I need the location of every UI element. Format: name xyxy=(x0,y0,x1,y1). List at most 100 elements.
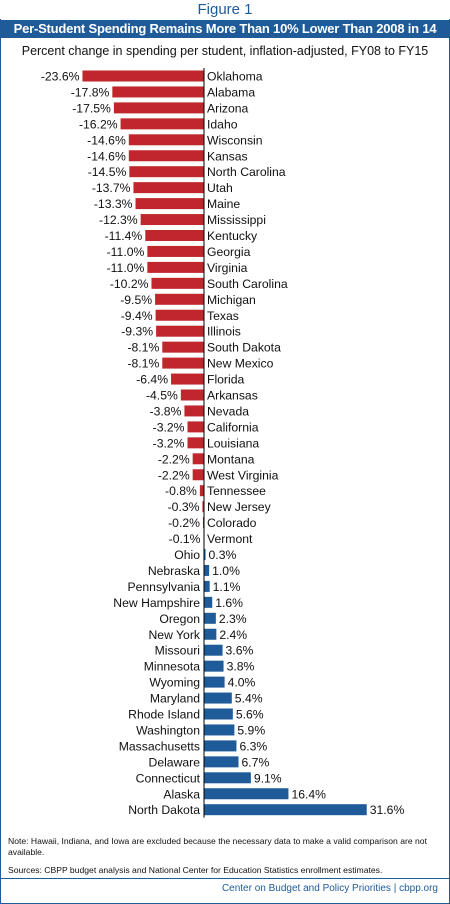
category-label: Alaska xyxy=(163,787,200,801)
bar-washington xyxy=(204,724,235,736)
data-label: -2.2% xyxy=(158,452,190,466)
category-label: Kansas xyxy=(207,149,248,163)
data-label: 1.6% xyxy=(215,596,243,610)
bar-connecticut xyxy=(204,772,251,784)
data-label: -8.1% xyxy=(127,357,159,371)
category-label: Missouri xyxy=(155,644,200,658)
data-label: 2.3% xyxy=(219,612,247,626)
data-label: -11.4% xyxy=(105,229,143,243)
category-label: Texas xyxy=(207,309,239,323)
bar-rhode-island xyxy=(204,708,233,720)
category-label: Idaho xyxy=(207,117,238,131)
data-label: -11.0% xyxy=(107,245,145,259)
data-label: -3.2% xyxy=(153,420,185,434)
category-label: Virginia xyxy=(207,261,248,275)
category-label: Connecticut xyxy=(136,771,201,785)
data-label: -3.2% xyxy=(153,436,185,450)
category-label: North Carolina xyxy=(207,165,286,179)
bar-new-mexico xyxy=(162,357,204,369)
data-label: 3.6% xyxy=(226,644,254,658)
category-label: Kentucky xyxy=(207,229,258,243)
data-label: 5.6% xyxy=(236,708,264,722)
category-label: South Dakota xyxy=(207,341,281,355)
bar-idaho xyxy=(120,118,204,130)
data-label: -14.5% xyxy=(88,165,127,179)
category-label: New Hampshire xyxy=(113,596,200,610)
bar-pennsylvania xyxy=(204,580,210,592)
data-label: -9.5% xyxy=(120,293,152,307)
data-label: 5.4% xyxy=(235,692,263,706)
category-label: Oklahoma xyxy=(207,70,263,84)
bar-south-carolina xyxy=(151,277,204,289)
data-label: -12.3% xyxy=(99,213,138,227)
bar-chart: Oklahoma -23.6% Alabama -17.8% Arizona -17.5%… xyxy=(41,68,404,818)
category-label: Washington xyxy=(136,723,200,737)
bar-illinois xyxy=(156,325,204,337)
bar-wisconsin xyxy=(128,134,204,146)
category-label: North Dakota xyxy=(128,803,200,817)
bar-oregon xyxy=(204,612,216,624)
data-label: 1.0% xyxy=(212,564,240,578)
bar-california xyxy=(187,421,204,433)
category-label: Arizona xyxy=(207,101,249,115)
data-label: -14.6% xyxy=(87,149,126,163)
category-label: South Carolina xyxy=(207,277,288,291)
category-label: Wyoming xyxy=(149,676,200,690)
bar-maryland xyxy=(204,692,232,704)
category-label: California xyxy=(207,420,259,434)
category-label: Massachusetts xyxy=(119,739,200,753)
bar-texas xyxy=(155,309,204,321)
bar-virginia xyxy=(147,261,204,273)
category-label: Wisconsin xyxy=(207,133,263,147)
category-label: Delaware xyxy=(149,755,201,769)
data-label: -17.5% xyxy=(72,101,111,115)
bar-kentucky xyxy=(145,230,204,241)
bar-louisiana xyxy=(187,437,204,449)
chart-subtitle: Percent change in spending per student, … xyxy=(21,44,429,58)
bar-michigan xyxy=(155,293,204,305)
data-label: -0.1% xyxy=(169,532,201,546)
category-label: Montana xyxy=(207,452,255,466)
bar-west-virginia xyxy=(192,469,204,481)
category-label: Maryland xyxy=(150,692,200,706)
bar-oklahoma xyxy=(82,70,204,82)
category-label: Pennsylvania xyxy=(128,580,201,594)
data-label: -8.1% xyxy=(127,341,159,355)
data-label: 3.8% xyxy=(227,660,255,674)
bar-ohio xyxy=(204,549,206,560)
data-label: 1.1% xyxy=(213,580,241,594)
bar-tennessee xyxy=(199,485,204,497)
data-label: 16.4% xyxy=(291,787,326,801)
bar-new-york xyxy=(204,628,217,640)
category-label: Nevada xyxy=(207,404,249,418)
bar-new-jersey xyxy=(202,501,204,513)
category-label: Alabama xyxy=(207,85,255,99)
bar-delaware xyxy=(204,756,239,768)
bar-georgia xyxy=(147,245,204,257)
data-label: -3.8% xyxy=(150,404,182,418)
category-label: Oregon xyxy=(159,612,200,626)
bar-minnesota xyxy=(204,660,224,672)
category-label: Tennessee xyxy=(207,484,266,498)
data-label: -0.3% xyxy=(168,500,200,514)
bar-kansas xyxy=(128,150,204,162)
category-label: Nebraska xyxy=(148,564,200,578)
bar-north-dakota xyxy=(204,804,367,816)
category-label: New York xyxy=(149,628,201,642)
category-label: New Mexico xyxy=(207,357,274,371)
data-label: 5.9% xyxy=(237,723,265,737)
chart-title: Per-Student Spending Remains More Than 1… xyxy=(0,20,450,54)
bar-colorado xyxy=(202,517,204,529)
data-label: 4.0% xyxy=(228,676,256,690)
data-label: -23.6% xyxy=(41,70,80,84)
chart-note: Note: Hawaii, Indiana, and Iowa are excl… xyxy=(8,836,427,857)
data-label: -13.3% xyxy=(94,197,133,211)
category-label: Ohio xyxy=(174,548,200,562)
data-label: 2.4% xyxy=(219,628,247,642)
bar-north-carolina xyxy=(129,166,204,178)
figure-label: Figure 1 xyxy=(0,0,450,19)
bar-wyoming xyxy=(204,676,225,688)
category-label: Utah xyxy=(207,181,233,195)
category-label: Maine xyxy=(207,197,240,211)
data-label: -0.2% xyxy=(168,516,200,530)
